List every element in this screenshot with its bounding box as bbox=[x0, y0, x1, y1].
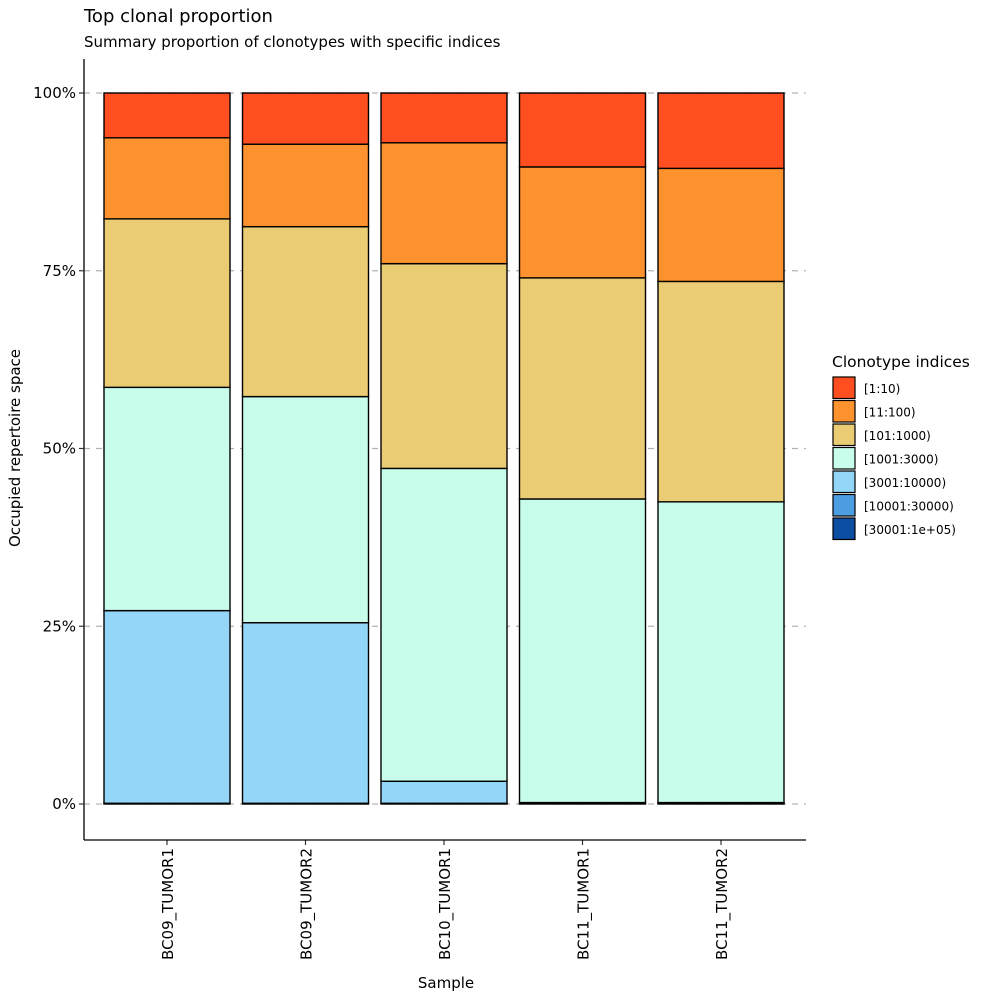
bars bbox=[103, 92, 785, 805]
legend-label: [11:100) bbox=[864, 406, 916, 420]
x-tick-label: BC11_TUMOR2 bbox=[713, 848, 732, 960]
bar-segment bbox=[241, 92, 370, 145]
legend-label: [1001:3000) bbox=[864, 453, 938, 467]
legend-label: [10001:30000) bbox=[864, 500, 954, 514]
y-tick-label: 50% bbox=[43, 440, 76, 458]
bar-segment bbox=[518, 166, 647, 279]
bar-segment bbox=[103, 218, 231, 389]
bar-segment bbox=[380, 262, 508, 470]
bar-segment bbox=[657, 501, 785, 804]
legend-key bbox=[832, 470, 856, 494]
axes: BC09_TUMOR1 BC09_TUMOR2 BC10_TUMOR1 BC11_TU… bbox=[33, 59, 806, 960]
legend-label: [1:10) bbox=[864, 382, 900, 396]
x-axis-title: Sample bbox=[418, 974, 474, 992]
bar-segment bbox=[380, 780, 508, 804]
bar-segment bbox=[241, 395, 370, 624]
bar-segment bbox=[657, 167, 785, 283]
bar-segment bbox=[657, 280, 785, 503]
bar-segment bbox=[103, 137, 231, 220]
bar-segment bbox=[380, 142, 508, 265]
legend-key bbox=[832, 517, 856, 541]
bar-segment bbox=[241, 621, 370, 804]
bar-segment bbox=[103, 386, 231, 612]
bar-segment bbox=[380, 467, 508, 782]
y-tick-label: 25% bbox=[43, 617, 76, 635]
legend-key bbox=[832, 423, 856, 447]
legend-label: [30001:1e+05) bbox=[864, 523, 956, 537]
bar-segment bbox=[518, 277, 647, 500]
x-tick-label: BC09_TUMOR1 bbox=[159, 848, 178, 960]
chart-subtitle: Summary proportion of clonotypes with sp… bbox=[84, 33, 501, 51]
x-tick-label: BC10_TUMOR1 bbox=[436, 848, 455, 960]
legend-key bbox=[832, 493, 856, 517]
legend-key bbox=[832, 446, 856, 470]
y-tick-label: 0% bbox=[52, 795, 76, 813]
bar-segment bbox=[518, 92, 647, 168]
y-axis-title: Occupied repertoire space bbox=[6, 349, 24, 547]
bar-segment bbox=[380, 92, 508, 144]
legend-label: [3001:10000) bbox=[864, 476, 946, 490]
bar-segment bbox=[103, 92, 231, 139]
bar-segment bbox=[241, 225, 370, 398]
legend-label: [101:1000) bbox=[864, 429, 931, 443]
bar-segment bbox=[518, 498, 647, 804]
legend-key bbox=[832, 399, 856, 423]
bar-segment bbox=[657, 92, 785, 170]
legend-title: Clonotype indices bbox=[832, 353, 970, 371]
y-tick-label: 100% bbox=[33, 84, 76, 102]
chart-title: Top clonal proportion bbox=[83, 6, 273, 27]
bar-segment bbox=[103, 609, 231, 804]
legend-key bbox=[832, 376, 856, 400]
legend: [1:10) [11:100) [101:1000) [1001:3000) [3001… bbox=[832, 376, 956, 541]
y-tick-label: 75% bbox=[43, 262, 76, 280]
x-tick-label: BC09_TUMOR2 bbox=[298, 848, 317, 960]
x-tick-label: BC11_TUMOR1 bbox=[575, 848, 594, 960]
bar-segment bbox=[241, 143, 370, 228]
